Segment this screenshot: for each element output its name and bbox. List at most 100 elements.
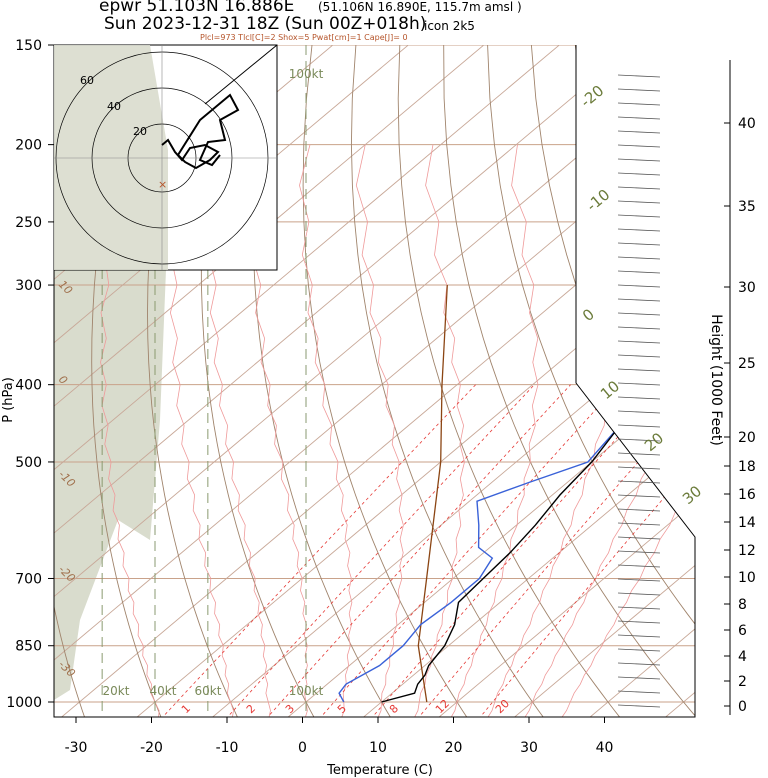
wind-barb: [617, 578, 661, 582]
wind-barb: [617, 144, 661, 148]
mixing-ratio-line: [225, 384, 535, 717]
wind-barb: [617, 74, 661, 78]
height-tick-label: 10: [738, 570, 756, 586]
x-tick-label: 40: [596, 740, 614, 756]
x-tick-label: 10: [369, 740, 387, 756]
isotherm-line: [512, 45, 695, 717]
isotherm-label: 10: [597, 377, 623, 403]
wind-barb: [617, 410, 661, 414]
dry-adiabat-line: [751, 45, 768, 719]
isotach-label-top: 100kt: [289, 67, 324, 81]
isotherm-label: -10: [583, 186, 613, 216]
height-tick-label: 30: [738, 280, 756, 296]
height-tick-label: 8: [738, 597, 747, 613]
mixing-ratio-line: [416, 384, 695, 717]
wind-barb: [617, 256, 661, 260]
dry-adiabat-line: [91, 45, 163, 717]
wind-barb: [617, 452, 661, 456]
moist-adiabat-line: [413, 144, 465, 717]
wind-barb: [617, 550, 661, 554]
isotherm-line: [54, 45, 664, 717]
p-tick-label: 1000: [6, 695, 42, 711]
mixing-ratio-label: 1: [179, 702, 193, 716]
wind-barb: [617, 270, 661, 274]
wind-barb: [617, 508, 661, 512]
height-tick-label: 14: [738, 515, 756, 531]
dry-adiabat-line: [200, 45, 316, 717]
p-tick-label: 700: [15, 571, 42, 587]
height-tick-label: 2: [738, 674, 747, 690]
x-tick-label: 0: [298, 740, 307, 756]
p-tick-label: 300: [15, 278, 42, 294]
x-tick-label: 30: [520, 740, 538, 756]
wind-barb: [617, 606, 661, 610]
wind-barb: [617, 228, 661, 232]
moist-adiabat-line: [486, 144, 630, 717]
wind-barb: [617, 298, 661, 302]
wind-barb: [617, 466, 661, 470]
wind-barb: [617, 662, 661, 666]
isotherm-line: [210, 45, 695, 717]
hodograph-ring-label: 60: [80, 74, 94, 87]
wind-barb: [617, 676, 661, 680]
p-tick-label: 200: [15, 138, 42, 154]
wind-barb: [617, 564, 661, 568]
isotherm-line: [285, 45, 695, 717]
wind-barb: [617, 522, 661, 526]
hodograph-ring-label: 40: [107, 100, 121, 113]
isotach-label-bottom: 100kt: [289, 684, 324, 698]
mixing-ratio-label: 8: [387, 702, 401, 716]
moist-adiabat-line: [560, 144, 695, 717]
hodograph-trace: [161, 93, 240, 170]
height-tick-label: 25: [738, 356, 756, 372]
height-axis-label: Height (1000 Feet): [708, 314, 724, 446]
isotach-label-bottom: 60kt: [195, 684, 222, 698]
isotherm-line: [134, 45, 695, 717]
wind-barb: [617, 242, 661, 246]
dry-adiabat-line: [397, 45, 622, 717]
wind-barb: [617, 536, 661, 540]
moist-adiabat-line: [523, 144, 695, 717]
isotherm-line: [54, 45, 438, 717]
height-tick-label: 18: [738, 459, 756, 475]
wind-barb: [617, 396, 661, 400]
dewpoint-profile: [338, 45, 695, 703]
moist-adiabat-line: [169, 144, 234, 717]
wind-barb: [617, 620, 661, 624]
wind-barb: [617, 130, 661, 134]
wind-barb: [617, 186, 661, 190]
mixing-ratio-label: 5: [335, 702, 349, 716]
isotach-label-bottom: 20kt: [103, 684, 130, 698]
hodograph-inset: [53, 44, 278, 271]
dry-adiabat-line: [443, 45, 695, 717]
height-tick-label: 35: [738, 199, 756, 215]
wind-barb: [617, 102, 661, 106]
wind-barb: [617, 690, 661, 694]
height-tick-label: 16: [738, 487, 756, 503]
mixing-ratio-line: [318, 384, 619, 717]
dry-adiabat-line: [530, 45, 695, 717]
p-tick-label: 850: [15, 639, 42, 655]
mixing-ratio-line: [370, 384, 665, 717]
wind-barb: [617, 438, 661, 442]
moist-adiabat-line: [449, 144, 539, 717]
height-tick-label: 12: [738, 543, 756, 559]
wind-barb: [617, 116, 661, 120]
height-tick-label: 4: [738, 649, 747, 665]
isotherm-label: 20: [641, 429, 667, 455]
wind-barb: [617, 704, 661, 708]
dry-adiabat-line: [54, 45, 94, 717]
isotherm-line: [54, 45, 589, 717]
wind-barb: [617, 382, 661, 386]
isotherm-line: [59, 45, 695, 717]
p-tick-label: 400: [15, 378, 42, 394]
station-title: epwr 51.103N 16.886E: [99, 0, 295, 16]
isotherm-label: 30: [679, 482, 705, 508]
mixing-ratio-line: [265, 384, 571, 717]
mixing-ratio-label: 2: [244, 702, 258, 716]
isotherm-label: 0: [579, 305, 598, 325]
dry-adiabat-line: [147, 45, 239, 717]
moist-adiabat-line: [299, 144, 353, 717]
moist-adiabat-line: [208, 144, 271, 717]
